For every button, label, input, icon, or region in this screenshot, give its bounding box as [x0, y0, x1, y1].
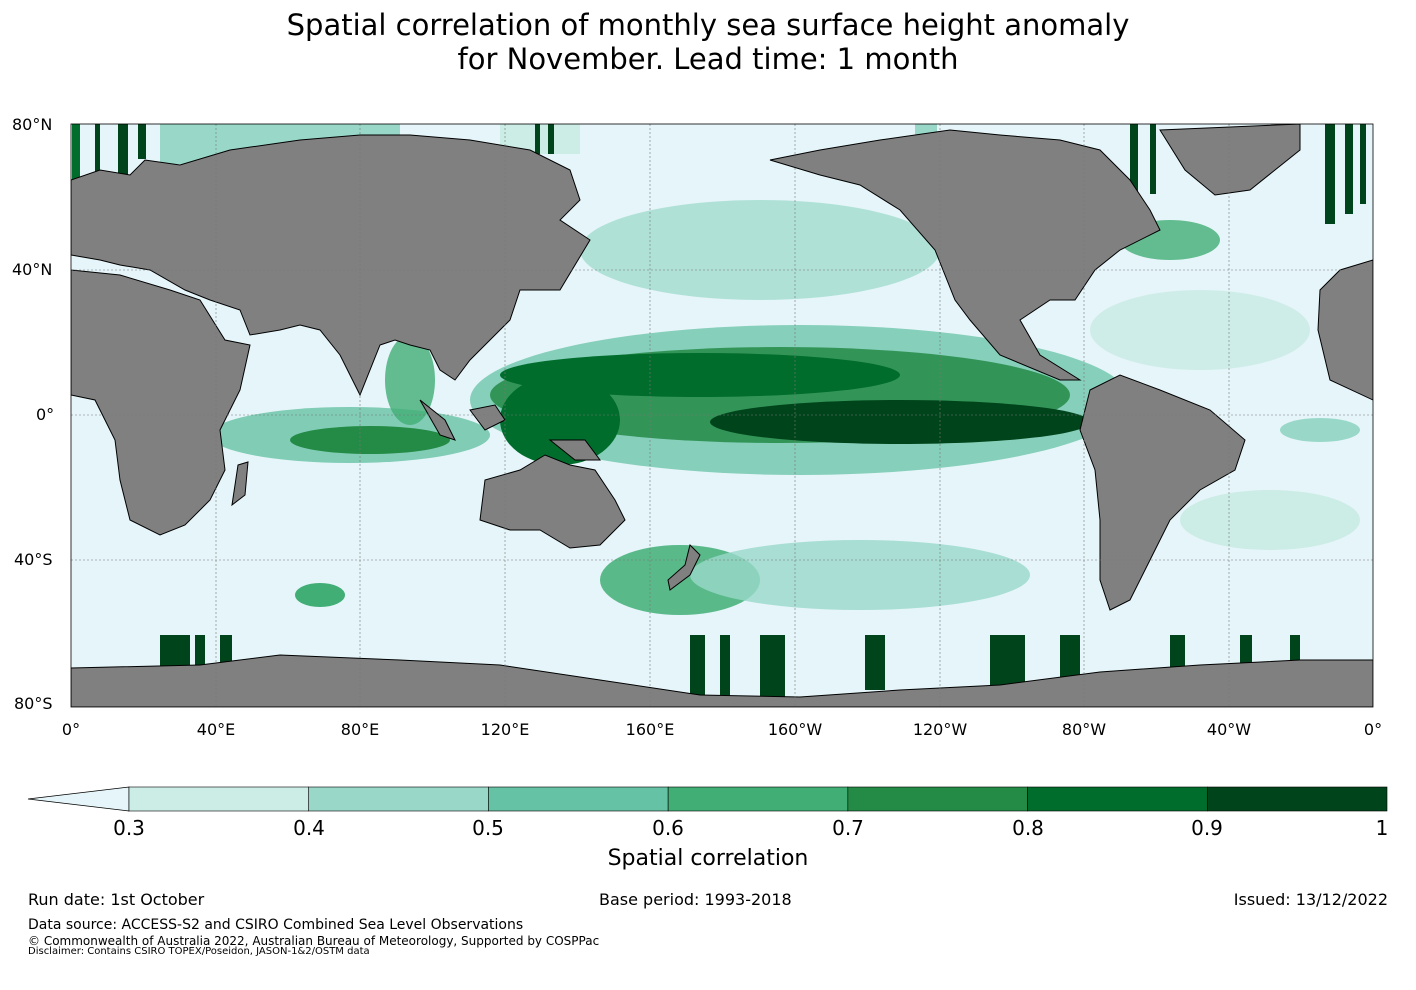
copyright: © Commonwealth of Australia 2022, Austra…: [28, 934, 600, 948]
arctic-stripe: [1345, 124, 1353, 214]
colorbar-tick: 1: [1375, 816, 1389, 840]
colorbar-tick: 0.6: [652, 816, 684, 840]
arctic-stripe: [72, 124, 80, 184]
lat-label-40s: 40°S: [14, 550, 53, 569]
arctic-stripe: [138, 124, 146, 159]
antarctic-stripe: [195, 635, 205, 670]
land-new-guinea: [548, 439, 601, 461]
lon-label-120w: 120°W: [912, 720, 968, 739]
colorbar-tick: 0.7: [832, 816, 864, 840]
antarctic-stripe: [160, 635, 190, 670]
lon-label-160w: 160°W: [767, 720, 823, 739]
arctic-stripe: [1130, 124, 1138, 194]
arctic-stripe: [535, 124, 540, 154]
antarctic-stripe: [220, 635, 232, 665]
antarctic-stripe: [690, 635, 705, 705]
antarctic-stripe: [760, 635, 785, 705]
colorbar-bin: [667, 786, 849, 812]
lon-label-120e: 120°E: [480, 720, 530, 739]
lon-label-40e: 40°E: [196, 720, 236, 739]
colorbar-tick: 0.4: [293, 816, 325, 840]
atlantic-equator-patch: [1280, 418, 1360, 442]
atlantic-patch: [1090, 290, 1310, 370]
land-africa: [71, 269, 251, 536]
south-atlantic-patch: [1180, 490, 1360, 550]
colorbar-tick: 0.5: [472, 816, 504, 840]
run-date: Run date: 1st October: [28, 890, 205, 909]
land-north-america: [769, 129, 1161, 381]
land-south-america: [1079, 374, 1246, 611]
colorbar-bin: [308, 786, 489, 812]
pacific-equator-core: [710, 400, 1090, 444]
colorbar: [27, 786, 1388, 812]
lon-label-0-right: 0°: [1363, 720, 1383, 739]
lon-label-0: 0°: [61, 720, 81, 739]
south-indian-patch: [295, 583, 345, 607]
arctic-stripe: [118, 124, 128, 179]
title-line-1: Spatial correlation of monthly sea surfa…: [286, 8, 1130, 42]
colorbar-tick: 0.8: [1012, 816, 1044, 840]
colorbar-tick: 0.9: [1191, 816, 1223, 840]
pacific-north-band: [500, 353, 900, 397]
antarctic-stripe: [720, 635, 730, 705]
colorbar-bin: [128, 786, 310, 812]
disclaimer: Disclaimer: Contains CSIRO TOPEX/Poseido…: [28, 946, 370, 957]
lat-label-80n: 80°N: [12, 115, 53, 134]
north-pacific-patch: [580, 200, 940, 300]
base-period: Base period: 1993-2018: [599, 890, 792, 909]
colorbar-bin: [488, 786, 669, 812]
title-line-2: for November. Lead time: 1 month: [457, 42, 959, 76]
arctic-stripe: [1325, 124, 1335, 224]
lat-label-40n: 40°N: [12, 260, 53, 279]
colorbar-bin: [1206, 786, 1388, 812]
data-source: Data source: ACCESS-S2 and CSIRO Combine…: [28, 917, 524, 933]
issued-date: Issued: 13/12/2022: [1233, 890, 1388, 909]
graticule: [71, 124, 1373, 707]
lat-label-0: 0°: [36, 405, 55, 424]
map-frame: [70, 123, 1374, 708]
arctic-stripe: [548, 124, 554, 154]
lon-label-80e: 80°E: [340, 720, 380, 739]
arctic-stripe: [95, 124, 100, 174]
correlation-field: [71, 124, 1373, 707]
indian-band-core: [290, 426, 450, 454]
arctic-stripe: [1360, 124, 1366, 204]
land-masses: [71, 124, 1373, 707]
land-sumatra: [419, 399, 456, 441]
colorbar-under-extension: [27, 786, 130, 812]
south-pacific-patch: [690, 540, 1030, 610]
colorbar-tick: 0.3: [113, 816, 145, 840]
land-antarctica: [71, 654, 1373, 707]
antarctic-stripe: [865, 635, 885, 690]
land-australia: [479, 454, 626, 549]
land-greenland: [1159, 124, 1301, 196]
land-madagascar: [231, 461, 249, 507]
colorbar-bin: [1027, 786, 1208, 812]
lon-label-80w: 80°W: [1061, 720, 1107, 739]
pacific-west-core: [500, 375, 620, 465]
arctic-stripe: [1150, 124, 1156, 194]
lon-label-40w: 40°W: [1206, 720, 1252, 739]
lon-label-160e: 160°E: [625, 720, 675, 739]
chart-title: Spatial correlation of monthly sea surfa…: [0, 8, 1416, 76]
colorbar-label: Spatial correlation: [607, 846, 809, 871]
lat-label-80s: 80°S: [14, 694, 53, 713]
colorbar-bin: [847, 786, 1028, 812]
antarctic-stripe: [990, 635, 1025, 690]
land-eurasia: [71, 134, 591, 397]
land-new-zealand: [667, 544, 701, 591]
